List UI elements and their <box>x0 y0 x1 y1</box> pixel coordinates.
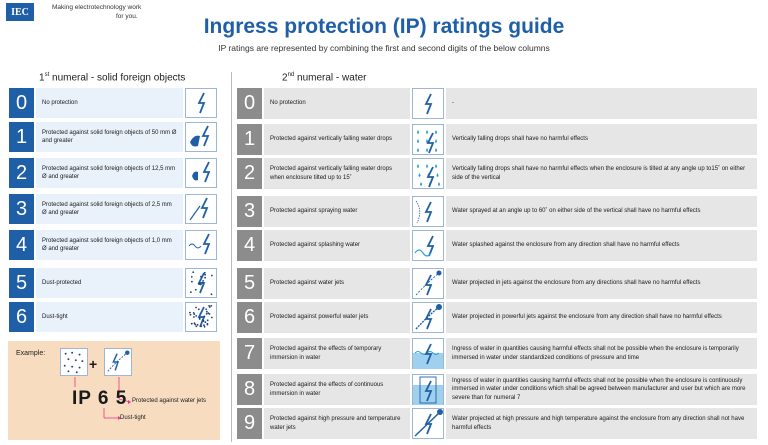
water-description: Protected against the effects of tempora… <box>264 338 410 369</box>
water-protection-icon <box>412 196 444 227</box>
solids-protection-icon <box>185 88 217 118</box>
water-row-5: 5 Protected against water jets Water proje… <box>237 268 757 299</box>
solids-digit: 6 <box>9 302 34 332</box>
example-ip-code: IP 6 5 <box>72 388 128 409</box>
water-description: Protected against splashing water <box>264 230 410 261</box>
water-description: Protected against powerful water jets <box>264 302 410 333</box>
solids-description: No protection <box>36 88 183 118</box>
solids-description: Protected against solid foreign objects … <box>36 194 183 224</box>
water-digit: 7 <box>237 338 262 369</box>
water-jets-icon <box>104 348 132 376</box>
water-protection-icon <box>412 88 444 119</box>
solids-description: Protected against solid foreign objects … <box>36 230 183 260</box>
water-protection-icon <box>412 374 444 405</box>
water-protection-icon <box>412 302 444 333</box>
water-description: No protection <box>264 88 410 119</box>
page-title: Ingress protection (IP) ratings guide <box>203 15 565 38</box>
column-divider <box>231 72 232 442</box>
annotation-water-jets: Protected against water jets <box>132 398 207 404</box>
water-protection-icon <box>412 230 444 261</box>
page-subtitle: IP ratings are represented by combining … <box>218 43 550 53</box>
water-row-2: 2 Protected against vertically falling wa… <box>237 158 757 189</box>
solids-description: Dust-tight <box>36 302 183 332</box>
solids-description: Protected against solid foreign objects … <box>36 122 183 152</box>
water-digit: 9 <box>237 408 262 439</box>
solids-protection-icon <box>185 194 217 224</box>
water-row-6: 6 Protected against powerful water jets Wa… <box>237 302 757 333</box>
water-digit: 0 <box>237 88 262 119</box>
water-protection-icon <box>412 158 444 189</box>
water-digit: 3 <box>237 196 262 227</box>
solids-protection-icon <box>185 230 217 260</box>
water-description: Protected against spraying water <box>264 196 410 227</box>
example-connector-lines <box>74 377 131 420</box>
water-detail: Water splashed against the enclosure fro… <box>446 230 757 261</box>
solids-digit: 5 <box>9 268 34 298</box>
solids-column-heading: 1st numeral - solid foreign objects <box>39 72 186 84</box>
tagline-line-1: Making electrotechnology work <box>52 4 142 11</box>
water-detail: Water sprayed at an angle up to 60˚ on e… <box>446 196 757 227</box>
solids-digit: 4 <box>9 230 34 260</box>
water-digit: 4 <box>237 230 262 261</box>
water-description: Protected against vertically falling wat… <box>264 158 410 189</box>
water-detail: Ingress of water in quantities causing h… <box>446 374 757 405</box>
solids-protection-icon <box>185 302 217 332</box>
solids-row-6: 6 Dust-tight <box>9 302 217 332</box>
water-row-7: 7 Protected against the effects of tempor… <box>237 338 757 369</box>
water-digit: 2 <box>237 158 262 189</box>
water-description: Protected against water jets <box>264 268 410 299</box>
water-detail: Vertically falling drops shall have no h… <box>446 158 757 189</box>
example-panel: Example: + IP 6 5 Protected against wate… <box>8 341 220 440</box>
water-description: Protected against vertically falling wat… <box>264 124 410 155</box>
water-protection-icon <box>412 124 444 155</box>
water-row-1: 1 Protected against vertically falling wa… <box>237 124 757 155</box>
solids-digit: 2 <box>9 158 34 188</box>
water-protection-icon <box>412 408 444 439</box>
water-detail: Water projected in powerful jets against… <box>446 302 757 333</box>
solids-row-1: 1 Protected against solid foreign objects… <box>9 122 217 152</box>
solids-row-4: 4 Protected against solid foreign objects… <box>9 230 217 260</box>
example-label: Example: <box>16 350 46 357</box>
water-row-3: 3 Protected against spraying water Water s… <box>237 196 757 227</box>
water-detail: Water projected in jets against the encl… <box>446 268 757 299</box>
tagline-line-2: for you. <box>116 13 138 20</box>
dust-tight-icon <box>60 348 88 376</box>
water-row-4: 4 Protected against splashing water Water … <box>237 230 757 261</box>
solids-row-0: 0 No protection <box>9 88 217 118</box>
water-column-heading: 2nd numeral - water <box>282 72 367 84</box>
iec-logo: IEC <box>6 3 34 21</box>
solids-protection-icon <box>185 158 217 188</box>
water-detail: Water projected at high pressure and hig… <box>446 408 757 439</box>
plus-sign: + <box>89 356 98 372</box>
water-protection-icon <box>412 268 444 299</box>
water-detail: Vertically falling drops shall have no h… <box>446 124 757 155</box>
solids-description: Protected against solid foreign objects … <box>36 158 183 188</box>
water-digit: 1 <box>237 124 262 155</box>
solids-description: Dust-protected <box>36 268 183 298</box>
annotation-dust-tight: Dust-tight <box>120 415 146 421</box>
water-protection-icon <box>412 338 444 369</box>
solids-row-2: 2 Protected against solid foreign objects… <box>9 158 217 188</box>
water-digit: 6 <box>237 302 262 333</box>
water-description: Protected against the effects of continu… <box>264 374 410 405</box>
water-detail: Ingress of water in quantities causing h… <box>446 338 757 369</box>
water-row-9: 9 Protected against high pressure and tem… <box>237 408 757 439</box>
solids-digit: 3 <box>9 194 34 224</box>
solids-row-3: 3 Protected against solid foreign objects… <box>9 194 217 224</box>
water-row-8: 8 Protected against the effects of contin… <box>237 374 757 405</box>
solids-protection-icon <box>185 268 217 298</box>
solids-row-5: 5 Dust-protected <box>9 268 217 298</box>
water-row-0: 0 No protection - <box>237 88 757 119</box>
solids-digit: 1 <box>9 122 34 152</box>
solids-digit: 0 <box>9 88 34 118</box>
water-digit: 5 <box>237 268 262 299</box>
solids-protection-icon <box>185 122 217 152</box>
water-detail: - <box>446 88 757 119</box>
water-digit: 8 <box>237 374 262 405</box>
water-description: Protected against high pressure and temp… <box>264 408 410 439</box>
